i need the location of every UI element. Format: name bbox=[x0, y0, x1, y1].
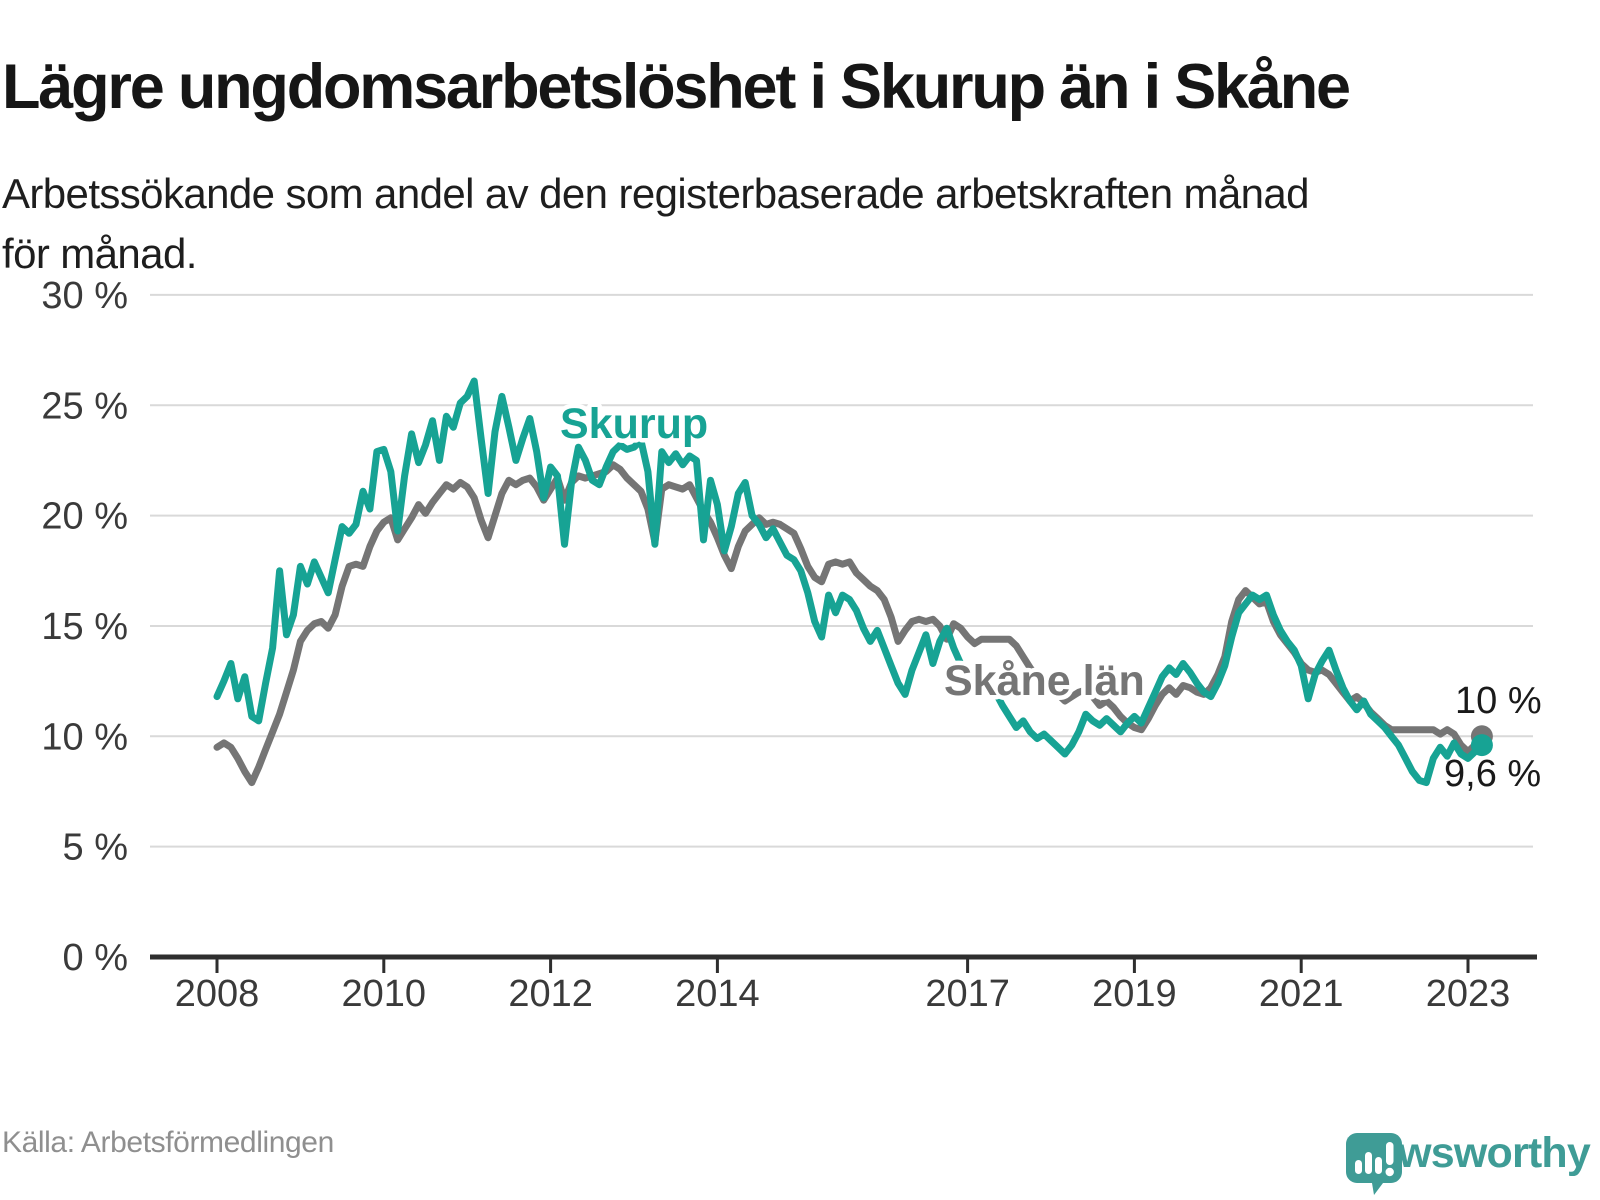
logo-bar-2 bbox=[1364, 1152, 1372, 1174]
logo-exclamation-dot bbox=[1385, 1167, 1394, 1177]
x-tick-label-2019: 2019 bbox=[1092, 973, 1177, 1015]
y-tick-label-5: 5 % bbox=[63, 827, 128, 869]
x-tick-label-2012: 2012 bbox=[508, 973, 593, 1015]
logo-bubble-shape bbox=[1345, 1133, 1402, 1195]
end-value-label-sk-ne-l-n: 10 % bbox=[1455, 680, 1542, 722]
series-label-skurup: Skurup bbox=[560, 400, 708, 448]
x-tick-label-2021: 2021 bbox=[1259, 973, 1344, 1015]
y-tick-label-25: 25 % bbox=[41, 385, 128, 427]
logo-bar-1 bbox=[1354, 1160, 1362, 1174]
page-subtitle: Arbetssökande som andel av den registerb… bbox=[2, 170, 1310, 278]
x-tick-label-2008: 2008 bbox=[175, 973, 260, 1015]
series-line-sk-ne-l-n bbox=[213, 461, 1486, 787]
y-tick-label-0: 0 % bbox=[63, 937, 128, 979]
source-note: Källa: Arbetsförmedlingen bbox=[2, 1126, 334, 1159]
y-tick-label-15: 15 % bbox=[41, 606, 128, 648]
newsworthy-logo-icon bbox=[1345, 1133, 1402, 1195]
series-end-dot-skurup bbox=[1470, 734, 1493, 757]
y-tick-label-30: 30 % bbox=[41, 275, 128, 317]
y-tick-label-20: 20 % bbox=[41, 496, 128, 538]
series-label-sk-ne-l-n: Skåne län bbox=[944, 657, 1145, 705]
x-tick-label-2017: 2017 bbox=[925, 973, 1010, 1015]
x-tick-label-2010: 2010 bbox=[342, 973, 427, 1015]
page-title: Lägre ungdomsarbetslöshet i Skurup än i … bbox=[2, 52, 1351, 123]
end-value-label-skurup: 9,6 % bbox=[1444, 753, 1541, 795]
y-tick-label-10: 10 % bbox=[41, 716, 128, 758]
logo-exclamation-bar bbox=[1385, 1142, 1394, 1165]
newsworthy-brand: Newsworthy bbox=[1345, 1132, 1591, 1195]
logo-bar-3 bbox=[1374, 1157, 1382, 1174]
series-line-skurup bbox=[213, 377, 1486, 787]
x-tick-label-2023: 2023 bbox=[1426, 973, 1511, 1015]
x-tick-label-2014: 2014 bbox=[675, 973, 760, 1015]
